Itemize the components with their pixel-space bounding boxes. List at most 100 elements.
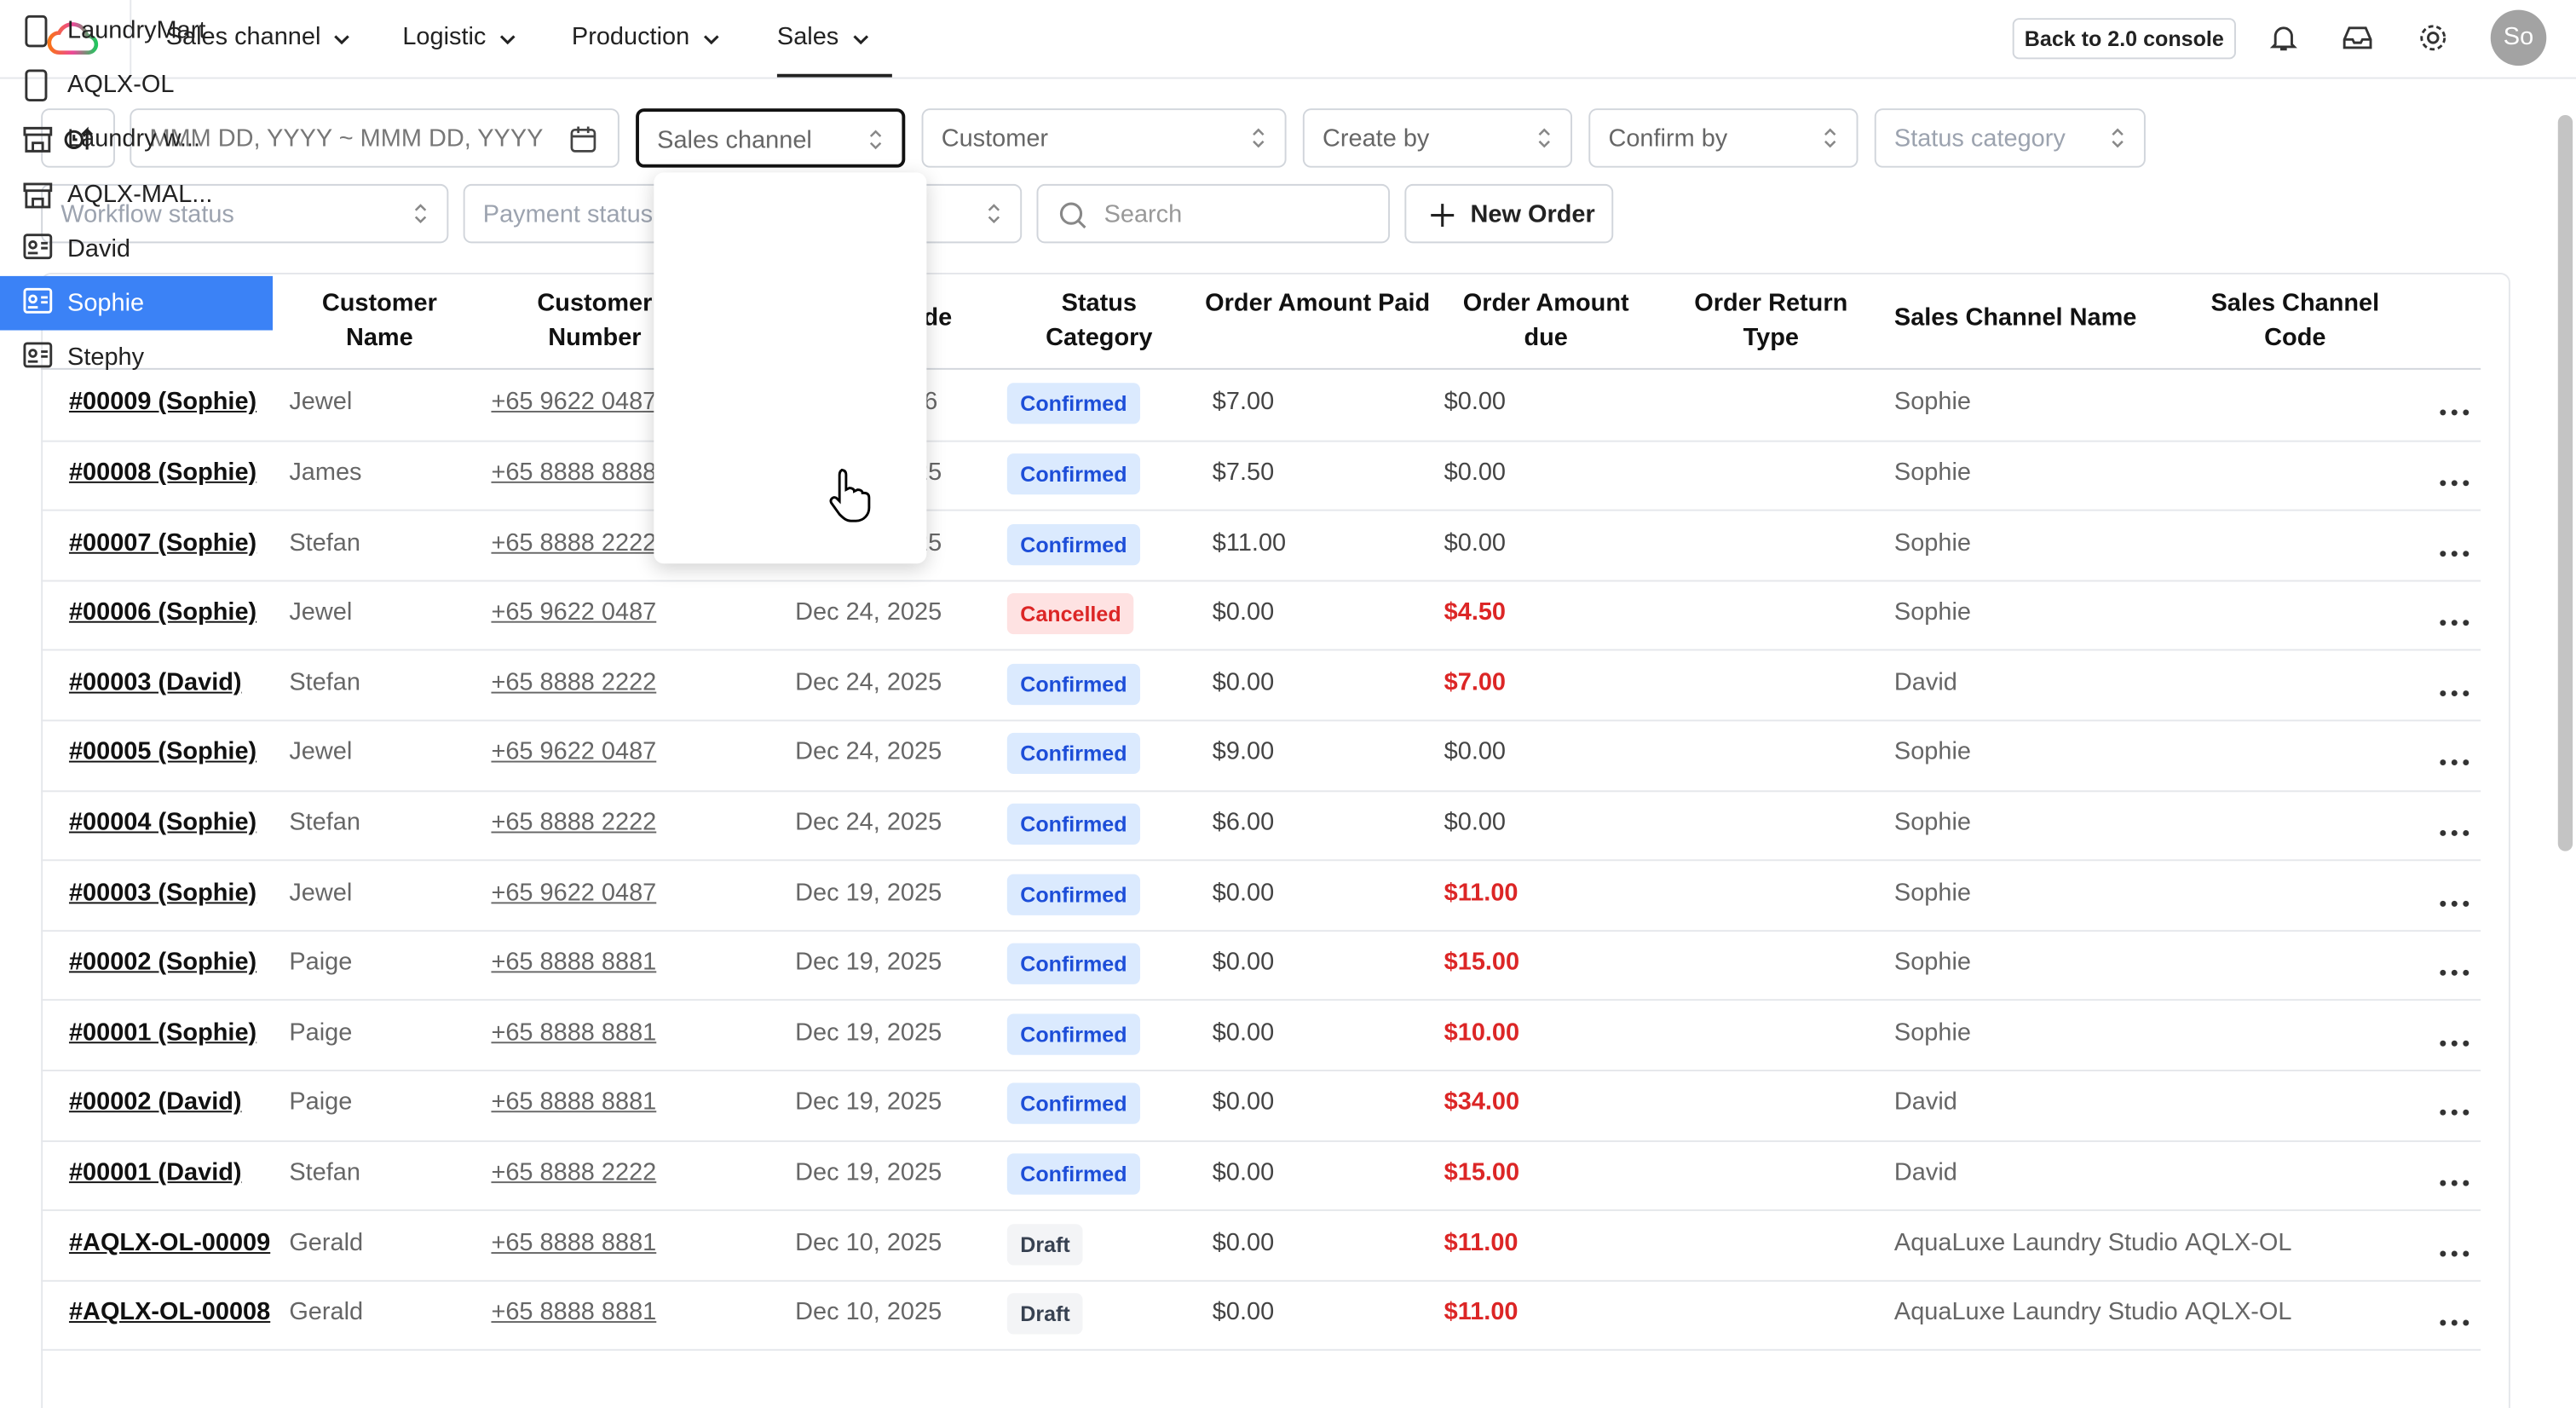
date-range[interactable]: MMM DD, YYYY ~ MMM DD, YYYY: [130, 108, 620, 168]
console-button[interactable]: Back to 2.0 console: [2012, 18, 2236, 60]
amount-due: $11.00: [1444, 1228, 1519, 1256]
order-link[interactable]: #00009 (Sophie): [68, 388, 257, 417]
bell-icon[interactable]: [2268, 21, 2301, 55]
pointer-cursor: [828, 467, 871, 523]
select-placeholder: Workflow status: [61, 200, 234, 228]
order-link[interactable]: #00001 (David): [68, 1157, 242, 1186]
select-filter[interactable]: Confirm by: [1588, 108, 1859, 168]
inbox-icon[interactable]: [2341, 21, 2374, 55]
amount-paid: $9.00: [1212, 738, 1275, 766]
search-placeholder: Search: [1104, 200, 1183, 228]
row-actions[interactable]: [2438, 609, 2471, 626]
order-link[interactable]: #00003 (Sophie): [68, 878, 257, 907]
order-link[interactable]: #00001 (Sophie): [68, 1018, 257, 1047]
row-border: [41, 719, 2481, 722]
chevron: [850, 28, 873, 60]
dropdown-item[interactable]: AQLX-OL: [0, 58, 273, 113]
status-badge: Confirmed: [1006, 1153, 1140, 1195]
dropdown-item-label: Laundry w...: [67, 125, 200, 154]
row-actions[interactable]: [2438, 818, 2471, 836]
select-filter[interactable]: Sales channel: [636, 108, 906, 168]
nav-item[interactable]: Logistic: [402, 22, 487, 51]
customer-phone[interactable]: +65 8888 8888: [491, 458, 657, 487]
customer-phone[interactable]: +65 8888 8881: [491, 1018, 657, 1047]
customer-phone[interactable]: +65 9622 0487: [491, 878, 657, 907]
amount-due: $11.00: [1444, 878, 1519, 907]
select-filter[interactable]: Customer: [921, 108, 1287, 168]
settings-icon[interactable]: [2417, 21, 2450, 55]
order-date: Dec 19, 2025: [795, 1088, 942, 1117]
select-filter[interactable]: Workflow status: [41, 183, 449, 244]
row-actions[interactable]: [2438, 538, 2471, 557]
customer-phone[interactable]: +65 8888 8881: [491, 1088, 657, 1117]
row-actions[interactable]: [2438, 1238, 2471, 1256]
nav-item[interactable]: Sales: [776, 22, 839, 51]
logo[interactable]: [46, 16, 102, 59]
order-link[interactable]: #00002 (David): [68, 1088, 242, 1117]
customer-phone[interactable]: +65 9622 0487: [491, 388, 657, 417]
dropdown-item[interactable]: Sophie: [0, 275, 274, 331]
amount-due: $34.00: [1444, 1088, 1520, 1117]
sales-channel-name: Sophie: [1893, 948, 1971, 977]
dropdown-item[interactable]: AQLX-MAL...: [0, 167, 273, 222]
row-actions[interactable]: [2438, 398, 2471, 416]
customer-phone[interactable]: +65 8888 2222: [491, 808, 657, 837]
status-badge: Draft: [1006, 1223, 1084, 1265]
order-date: Dec 19, 2025: [795, 1157, 942, 1186]
order-date: Dec 19, 2025: [795, 878, 942, 907]
avatar[interactable]: So: [2490, 9, 2547, 66]
amount-due: $0.00: [1444, 738, 1507, 766]
order-link[interactable]: #00008 (Sophie): [68, 458, 257, 487]
search-input[interactable]: Search: [1036, 183, 1391, 244]
customer-phone[interactable]: +65 8888 2222: [491, 528, 657, 557]
sales-channel-name: Sophie: [1893, 597, 1971, 626]
customer-name: Jewel: [289, 738, 353, 766]
nav-item[interactable]: Sales channel: [165, 22, 321, 51]
row-actions[interactable]: [2438, 468, 2471, 487]
chevron: [700, 28, 723, 60]
customer-phone[interactable]: +65 8888 8881: [491, 1298, 657, 1327]
new-order-button[interactable]: New Order: [1404, 183, 1614, 244]
order-link[interactable]: #00002 (Sophie): [68, 948, 257, 977]
customer-phone[interactable]: +65 8888 8881: [491, 1228, 657, 1256]
order-link[interactable]: #00005 (Sophie): [68, 738, 257, 766]
order-link[interactable]: #AQLX-OL-00008: [68, 1298, 271, 1327]
amount-due: $4.50: [1444, 597, 1507, 626]
order-link[interactable]: #00006 (Sophie): [68, 597, 257, 626]
customer-phone[interactable]: +65 8888 2222: [491, 668, 657, 696]
divider: [130, 0, 132, 79]
row-actions[interactable]: [2438, 1098, 2471, 1117]
select-filter[interactable]: Status category: [1874, 108, 2146, 168]
dropdown-item[interactable]: LaundryMart: [0, 3, 273, 58]
customer-phone[interactable]: +65 8888 2222: [491, 1157, 657, 1186]
nav-item[interactable]: Production: [571, 22, 690, 51]
row-actions[interactable]: [2438, 678, 2471, 696]
row-border: [41, 1279, 2481, 1282]
order-link[interactable]: #00003 (David): [68, 668, 242, 696]
dropdown-item[interactable]: David: [0, 222, 273, 276]
order-link[interactable]: #00007 (Sophie): [68, 528, 257, 557]
dropdown-item[interactable]: Laundry w...: [0, 113, 273, 167]
column-header: Order Amount Paid: [1205, 289, 1431, 318]
row-actions[interactable]: [2438, 888, 2471, 906]
row-actions[interactable]: [2438, 1028, 2471, 1047]
row-actions[interactable]: [2438, 1169, 2471, 1186]
customer-phone[interactable]: +65 8888 8881: [491, 948, 657, 977]
nav-underline: [776, 73, 892, 78]
select-filter[interactable]: Create by: [1302, 108, 1573, 168]
dropdown-item[interactable]: Stephy: [0, 331, 273, 385]
row-border: [41, 929, 2481, 932]
row-actions[interactable]: [2438, 1308, 2471, 1326]
order-link[interactable]: #00004 (Sophie): [68, 808, 257, 837]
row-actions[interactable]: [2438, 748, 2471, 766]
customer-phone[interactable]: +65 9622 0487: [491, 738, 657, 766]
order-date: Dec 24, 2025: [795, 738, 942, 766]
customer-name: Gerald: [289, 1298, 364, 1327]
amount-paid: $0.00: [1212, 597, 1275, 626]
sort-button[interactable]: [41, 108, 115, 168]
column-header: Sales Channel Code: [2210, 289, 2380, 352]
customer-phone[interactable]: +65 9622 0487: [491, 597, 657, 626]
order-link[interactable]: #AQLX-OL-00009: [68, 1228, 271, 1256]
row-actions[interactable]: [2438, 958, 2471, 976]
